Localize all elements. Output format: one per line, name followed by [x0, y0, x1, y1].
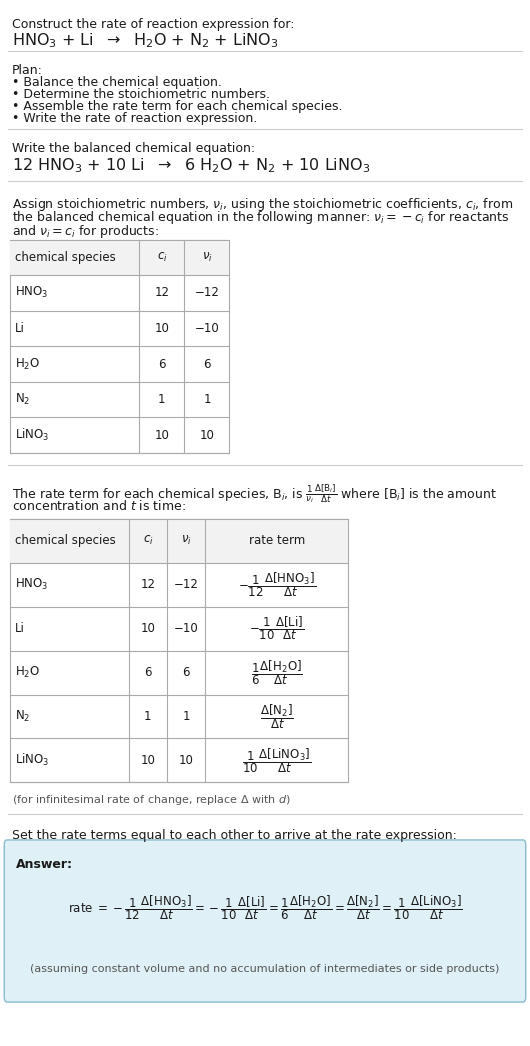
Text: 12: 12: [154, 287, 170, 299]
Text: 1: 1: [158, 393, 166, 406]
Text: Plan:: Plan:: [12, 64, 42, 76]
Text: (for infinitesimal rate of change, replace $\Delta$ with $d$): (for infinitesimal rate of change, repla…: [12, 793, 290, 806]
Bar: [10, 519, 348, 782]
Bar: [10, 519, 348, 563]
Text: The rate term for each chemical species, B$_i$, is $\frac{1}{\nu_i}\frac{\Delta[: The rate term for each chemical species,…: [12, 482, 497, 505]
Text: 6: 6: [144, 666, 152, 679]
Text: −12: −12: [174, 578, 198, 591]
Text: −10: −10: [195, 322, 219, 335]
Text: rate $= -\dfrac{1}{12}\dfrac{\Delta[\mathrm{HNO_3}]}{\Delta t} = -\dfrac{1}{10}\: rate $= -\dfrac{1}{12}\dfrac{\Delta[\mat…: [67, 893, 463, 923]
Text: N$_2$: N$_2$: [15, 392, 30, 407]
Text: HNO$_3$ + Li  $\rightarrow$  H$_2$O + N$_2$ + LiNO$_3$: HNO$_3$ + Li $\rightarrow$ H$_2$O + N$_2…: [12, 31, 278, 50]
Text: 6: 6: [158, 358, 166, 370]
Text: $c_i$: $c_i$: [156, 251, 167, 264]
Text: 1: 1: [182, 710, 190, 723]
Text: N$_2$: N$_2$: [15, 709, 30, 724]
Text: 10: 10: [154, 429, 170, 441]
Text: 6: 6: [182, 666, 190, 679]
Text: −10: −10: [174, 622, 198, 635]
Text: H$_2$O: H$_2$O: [15, 357, 40, 371]
Text: 12 HNO$_3$ + 10 Li  $\rightarrow$  6 H$_2$O + N$_2$ + 10 LiNO$_3$: 12 HNO$_3$ + 10 Li $\rightarrow$ 6 H$_2$…: [12, 156, 370, 175]
Text: chemical species: chemical species: [15, 251, 116, 264]
Text: • Balance the chemical equation.: • Balance the chemical equation.: [12, 76, 222, 89]
Text: (assuming constant volume and no accumulation of intermediates or side products): (assuming constant volume and no accumul…: [30, 963, 500, 974]
Text: $\nu_i$: $\nu_i$: [181, 535, 191, 547]
Text: H$_2$O: H$_2$O: [15, 665, 40, 680]
Text: 1: 1: [144, 710, 152, 723]
Text: and $\nu_i = c_i$ for products:: and $\nu_i = c_i$ for products:: [12, 223, 158, 240]
Text: • Determine the stoichiometric numbers.: • Determine the stoichiometric numbers.: [12, 89, 270, 101]
Text: • Assemble the rate term for each chemical species.: • Assemble the rate term for each chemic…: [12, 100, 342, 113]
Text: LiNO$_3$: LiNO$_3$: [15, 427, 49, 444]
Text: chemical species: chemical species: [15, 535, 116, 547]
Text: $\dfrac{1}{10}\dfrac{\Delta[\mathrm{LiNO_3}]}{\Delta t}$: $\dfrac{1}{10}\dfrac{\Delta[\mathrm{LiNO…: [242, 746, 311, 775]
Text: HNO$_3$: HNO$_3$: [15, 286, 48, 300]
Text: Li: Li: [15, 322, 25, 335]
Text: Write the balanced chemical equation:: Write the balanced chemical equation:: [12, 142, 255, 155]
Text: 6: 6: [203, 358, 211, 370]
Text: 10: 10: [140, 622, 155, 635]
Text: concentration and $t$ is time:: concentration and $t$ is time:: [12, 499, 185, 513]
Text: the balanced chemical equation in the following manner: $\nu_i = -c_i$ for react: the balanced chemical equation in the fo…: [12, 209, 509, 226]
Text: −12: −12: [195, 287, 219, 299]
Text: 10: 10: [199, 429, 215, 441]
Text: $\nu_i$: $\nu_i$: [201, 251, 213, 264]
Text: HNO$_3$: HNO$_3$: [15, 577, 48, 592]
Text: 1: 1: [203, 393, 211, 406]
Text: 12: 12: [140, 578, 155, 591]
Text: $\dfrac{\Delta[\mathrm{N_2}]}{\Delta t}$: $\dfrac{\Delta[\mathrm{N_2}]}{\Delta t}$: [260, 702, 294, 731]
Text: $-\dfrac{1}{12}\dfrac{\Delta[\mathrm{HNO}_3]}{\Delta t}$: $-\dfrac{1}{12}\dfrac{\Delta[\mathrm{HNO…: [237, 570, 316, 599]
Text: $-\dfrac{1}{10}\dfrac{\Delta[\mathrm{Li}]}{\Delta t}$: $-\dfrac{1}{10}\dfrac{\Delta[\mathrm{Li}…: [249, 615, 304, 642]
Text: Construct the rate of reaction expression for:: Construct the rate of reaction expressio…: [12, 18, 294, 30]
FancyBboxPatch shape: [4, 840, 526, 1002]
Bar: [10, 240, 229, 453]
Text: rate term: rate term: [249, 535, 305, 547]
Text: Set the rate terms equal to each other to arrive at the rate expression:: Set the rate terms equal to each other t…: [12, 829, 456, 842]
Text: Li: Li: [15, 622, 25, 635]
Text: 10: 10: [140, 754, 155, 767]
Text: 10: 10: [154, 322, 170, 335]
Text: LiNO$_3$: LiNO$_3$: [15, 752, 49, 769]
Text: • Write the rate of reaction expression.: • Write the rate of reaction expression.: [12, 112, 257, 126]
Text: $\dfrac{1}{6}\dfrac{\Delta[\mathrm{H_2O}]}{\Delta t}$: $\dfrac{1}{6}\dfrac{\Delta[\mathrm{H_2O}…: [251, 658, 303, 687]
Text: $c_i$: $c_i$: [143, 535, 153, 547]
Text: Answer:: Answer:: [16, 858, 73, 870]
Text: Assign stoichiometric numbers, $\nu_i$, using the stoichiometric coefficients, $: Assign stoichiometric numbers, $\nu_i$, …: [12, 196, 513, 212]
Text: 10: 10: [179, 754, 193, 767]
Bar: [10, 240, 229, 275]
